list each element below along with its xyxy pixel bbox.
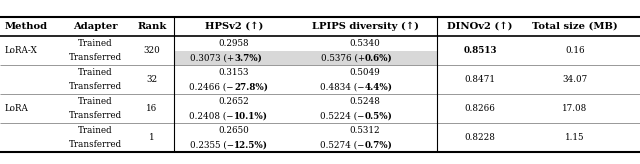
Text: Trained: Trained (77, 39, 112, 48)
Text: 4.4%): 4.4%) (365, 82, 393, 91)
Text: Trained: Trained (77, 126, 112, 135)
Text: Trained: Trained (77, 97, 112, 106)
Text: Total size (MB): Total size (MB) (532, 22, 618, 31)
Text: 320: 320 (143, 46, 161, 55)
Text: 0.5224 (−: 0.5224 (− (321, 111, 365, 120)
Text: LPIPS diversity (↑): LPIPS diversity (↑) (312, 22, 419, 31)
Text: LoRA-X: LoRA-X (5, 46, 38, 55)
Text: 0.2652: 0.2652 (219, 97, 250, 106)
Text: 17.08: 17.08 (563, 104, 588, 113)
Text: 0.8228: 0.8228 (465, 133, 495, 142)
Text: 3.7%): 3.7%) (234, 53, 262, 62)
Text: 12.5%): 12.5%) (234, 140, 268, 149)
Text: DINOv2 (↑): DINOv2 (↑) (447, 22, 513, 31)
Text: 0.8471: 0.8471 (465, 75, 495, 84)
Text: 0.2466 (−: 0.2466 (− (189, 82, 234, 91)
Text: 0.2650: 0.2650 (219, 126, 250, 135)
Text: 27.8%): 27.8%) (234, 82, 268, 91)
Text: 34.07: 34.07 (563, 75, 588, 84)
Text: Method: Method (5, 22, 48, 31)
Text: 0.7%): 0.7%) (365, 140, 393, 149)
Text: 0.5340: 0.5340 (349, 39, 380, 48)
Text: 0.2958: 0.2958 (219, 39, 250, 48)
Text: 0.5312: 0.5312 (349, 126, 380, 135)
Text: 0.2355 (−: 0.2355 (− (190, 140, 234, 149)
Text: 0.6%): 0.6%) (365, 53, 393, 62)
Text: 0.4834 (−: 0.4834 (− (321, 82, 365, 91)
Text: 0.5248: 0.5248 (349, 97, 380, 106)
Text: 0.3153: 0.3153 (219, 68, 249, 77)
Text: LoRA: LoRA (5, 104, 29, 113)
Text: Transferred: Transferred (68, 82, 122, 91)
Text: Adapter: Adapter (73, 22, 117, 31)
Text: 0.8266: 0.8266 (465, 104, 495, 113)
Text: Transferred: Transferred (68, 140, 122, 149)
Text: 0.3073 (+: 0.3073 (+ (189, 53, 234, 62)
Text: Trained: Trained (77, 68, 112, 77)
Bar (174, 51, 437, 65)
Text: 0.5376 (+: 0.5376 (+ (321, 53, 365, 62)
Text: Rank: Rank (138, 22, 166, 31)
Text: 0.5049: 0.5049 (349, 68, 380, 77)
Text: 0.8513: 0.8513 (463, 46, 497, 55)
Text: 0.5%): 0.5%) (365, 111, 393, 120)
Text: 0.16: 0.16 (565, 46, 585, 55)
Text: 1: 1 (149, 133, 155, 142)
Text: 0.5274 (−: 0.5274 (− (321, 140, 365, 149)
Text: 16: 16 (147, 104, 157, 113)
Text: 32: 32 (147, 75, 157, 84)
Text: HPSv2 (↑): HPSv2 (↑) (205, 22, 263, 31)
Text: 0.2408 (−: 0.2408 (− (189, 111, 234, 120)
Text: Transferred: Transferred (68, 111, 122, 120)
Text: Transferred: Transferred (68, 53, 122, 62)
Text: 1.15: 1.15 (565, 133, 585, 142)
Text: 10.1%): 10.1%) (234, 111, 268, 120)
